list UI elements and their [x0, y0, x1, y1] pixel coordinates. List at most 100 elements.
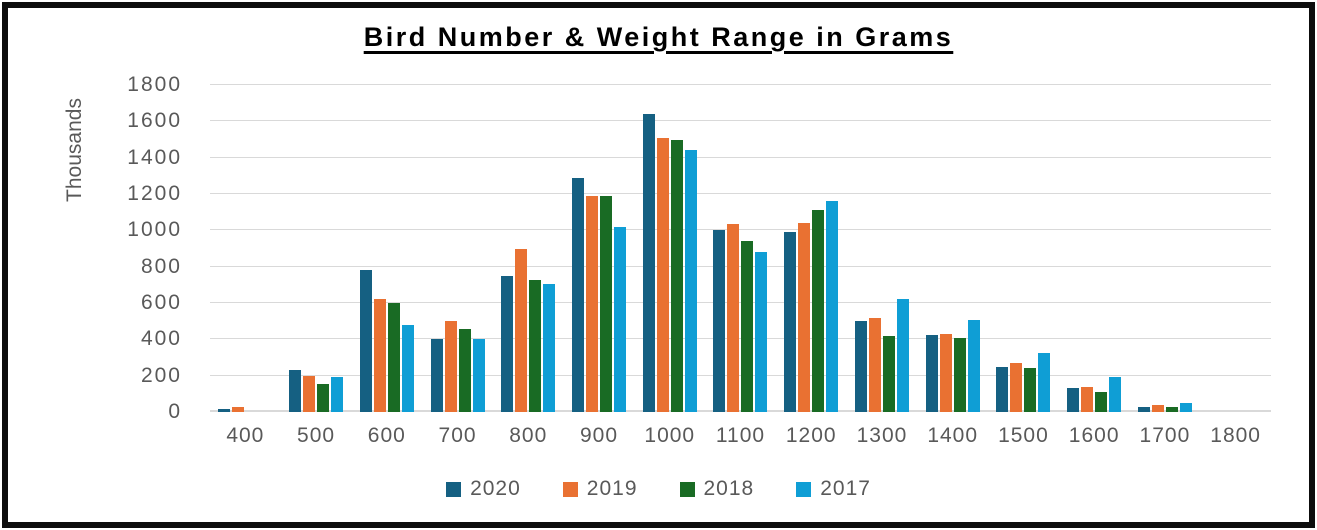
legend-swatch-icon — [679, 481, 695, 497]
bar-group-600 — [351, 85, 422, 412]
bar-2018-1300 — [882, 335, 895, 412]
bar-2020-1300 — [854, 321, 867, 412]
bar-2020-1700 — [1137, 406, 1150, 412]
bar-2017-600 — [401, 324, 414, 412]
x-axis-tick-label: 700 — [438, 424, 477, 447]
gridline — [210, 302, 1271, 303]
x-axis-tick-label: 600 — [367, 424, 406, 447]
bar-2018-800 — [529, 280, 542, 412]
y-axis-tick-label: 600 — [140, 291, 182, 314]
bar-2018-700 — [458, 329, 471, 412]
bar-2017-700 — [472, 339, 485, 412]
x-axis-line — [210, 410, 1271, 412]
x-axis-tick-label: 1400 — [927, 424, 979, 447]
bar-2019-1700 — [1151, 404, 1164, 412]
bar-2019-1300 — [868, 317, 881, 412]
bar-2020-500 — [289, 370, 302, 412]
bar-2018-1100 — [741, 241, 754, 412]
x-axis-tick-label: 1500 — [998, 424, 1049, 447]
x-axis-tick-label: 800 — [509, 424, 548, 447]
bar-group-1100 — [705, 85, 776, 412]
bar-2019-900 — [586, 195, 599, 412]
bar-2020-1200 — [784, 232, 797, 412]
bar-2017-1200 — [826, 201, 839, 412]
x-axis-tick-label: 1700 — [1139, 424, 1191, 447]
bar-2019-800 — [515, 249, 528, 412]
gridline — [210, 193, 1271, 194]
bar-2017-900 — [614, 226, 627, 412]
bar-group-700 — [422, 85, 493, 412]
bar-2020-1000 — [642, 114, 655, 412]
bar-2020-800 — [501, 275, 514, 412]
bar-group-1600 — [1059, 85, 1130, 412]
bar-2017-800 — [543, 283, 556, 412]
y-axis-tick-label: 200 — [140, 363, 182, 387]
y-axis-tick-label: 1400 — [127, 145, 182, 169]
bar-2018-900 — [600, 195, 613, 412]
bar-2020-1500 — [996, 366, 1009, 412]
bar-group-800 — [493, 85, 564, 412]
x-axis-tick-label: 1600 — [1068, 424, 1120, 447]
legend-swatch-icon — [796, 481, 812, 497]
bar-2017-1500 — [1038, 352, 1051, 412]
bar-2017-500 — [331, 377, 344, 412]
bar-2019-600 — [373, 299, 386, 412]
gridline — [210, 120, 1271, 122]
x-axis-tick-label: 500 — [297, 424, 336, 447]
bar-2019-700 — [444, 321, 457, 412]
legend-label: 2019 — [586, 477, 638, 500]
y-axis-tick-label: 1600 — [127, 109, 182, 133]
x-axis-tick-label: 900 — [579, 424, 619, 447]
bar-2020-400 — [218, 409, 231, 412]
x-axis-tick-label: 400 — [226, 424, 265, 447]
bar-2017-1300 — [896, 299, 909, 412]
legend-item-2017: 2017 — [796, 477, 871, 501]
bar-2017-1000 — [684, 150, 697, 412]
y-axis-tick-label: 800 — [140, 254, 182, 278]
x-axis-tick-label: 1100 — [715, 424, 766, 447]
bar-2019-1100 — [727, 223, 740, 412]
legend-item-2020: 2020 — [446, 477, 521, 501]
bar-2018-1400 — [953, 338, 966, 412]
bar-group-1400 — [917, 85, 988, 412]
gridline — [210, 265, 1271, 267]
legend-label: 2018 — [703, 477, 755, 500]
bar-2020-1100 — [713, 230, 726, 412]
bar-group-900 — [564, 85, 635, 412]
bar-2018-1500 — [1024, 368, 1037, 412]
bar-2018-1600 — [1095, 392, 1108, 412]
y-axis-tick-label: 1000 — [127, 218, 182, 242]
plot-area — [210, 84, 1271, 412]
gridline — [210, 156, 1271, 158]
bar-group-400 — [210, 85, 281, 412]
bar-2018-1700 — [1165, 407, 1178, 412]
legend-label: 2017 — [820, 477, 871, 500]
bar-2018-1000 — [670, 139, 683, 412]
bar-2020-700 — [430, 339, 443, 412]
bar-2017-1100 — [755, 252, 768, 412]
bar-group-1800 — [1200, 85, 1271, 412]
legend-item-2018: 2018 — [679, 477, 755, 501]
legend-item-2019: 2019 — [562, 477, 638, 501]
bar-2019-1200 — [798, 223, 811, 412]
gridline — [210, 229, 1271, 231]
bar-group-1500 — [988, 85, 1059, 412]
x-axis-tick-label: 1800 — [1210, 424, 1261, 447]
legend-label: 2020 — [470, 477, 521, 500]
bar-group-1200 — [776, 85, 847, 412]
bar-group-1700 — [1130, 85, 1201, 412]
legend-swatch-icon — [562, 481, 578, 497]
bar-2017-1600 — [1109, 376, 1122, 412]
chart-title: Bird Number & Weight Range in Grams — [363, 22, 954, 52]
bar-2017-1400 — [967, 320, 980, 412]
gridline — [210, 84, 1271, 85]
bar-2018-600 — [387, 303, 400, 412]
gridline — [210, 338, 1271, 340]
bar-group-1000 — [634, 85, 705, 412]
bar-2017-1700 — [1179, 402, 1192, 412]
bar-2020-600 — [359, 270, 372, 412]
bar-group-1300 — [847, 85, 918, 412]
bar-group-500 — [281, 85, 352, 412]
y-axis-tick-label: 400 — [140, 327, 182, 351]
